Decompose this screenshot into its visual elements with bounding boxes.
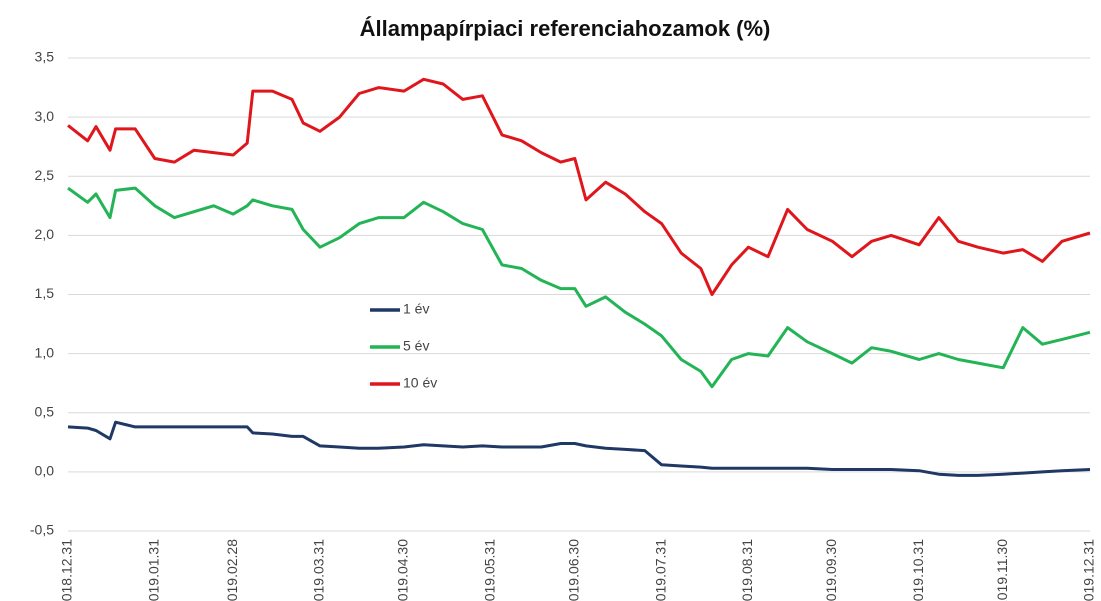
x-tick-label: 2019.07.31 bbox=[652, 539, 668, 601]
x-tick-label: 2019.06.30 bbox=[566, 539, 582, 601]
y-tick-label: 3,0 bbox=[35, 108, 55, 124]
x-tick-label: 2019.05.31 bbox=[482, 539, 498, 601]
chart-title: Állampapírpiaci referenciahozamok (%) bbox=[360, 16, 771, 41]
legend-label: 1 év bbox=[403, 301, 429, 317]
y-tick-label: 3,5 bbox=[35, 49, 55, 65]
y-tick-label: -0,5 bbox=[30, 522, 54, 538]
y-tick-label: 1,5 bbox=[35, 285, 55, 301]
x-tick-label: 2018.12.31 bbox=[59, 539, 75, 601]
series-line bbox=[67, 77, 1091, 296]
x-tick-label: 2019.02.28 bbox=[224, 539, 240, 601]
x-tick-label: 2019.11.30 bbox=[994, 539, 1010, 601]
x-tick-label: 2019.08.31 bbox=[739, 539, 755, 601]
y-tick-label: 1,0 bbox=[35, 344, 55, 360]
x-tick-label: 2019.09.30 bbox=[823, 539, 839, 601]
x-tick-label: 2019.03.31 bbox=[311, 539, 327, 601]
y-tick-label: 2,0 bbox=[35, 226, 55, 242]
y-tick-label: 2,5 bbox=[35, 167, 55, 183]
x-tick-label: 2019.04.30 bbox=[395, 539, 411, 601]
y-tick-label: 0,5 bbox=[35, 403, 55, 419]
series-line bbox=[67, 186, 1091, 389]
series-line bbox=[67, 420, 1091, 477]
legend-label: 10 év bbox=[403, 375, 437, 391]
x-tick-label: 2019.10.31 bbox=[910, 539, 926, 601]
x-tick-label: 2019.01.31 bbox=[146, 539, 162, 601]
x-tick-label: 2019.12.31 bbox=[1081, 539, 1097, 601]
y-tick-label: 0,0 bbox=[35, 463, 55, 479]
legend-label: 5 év bbox=[403, 338, 429, 354]
